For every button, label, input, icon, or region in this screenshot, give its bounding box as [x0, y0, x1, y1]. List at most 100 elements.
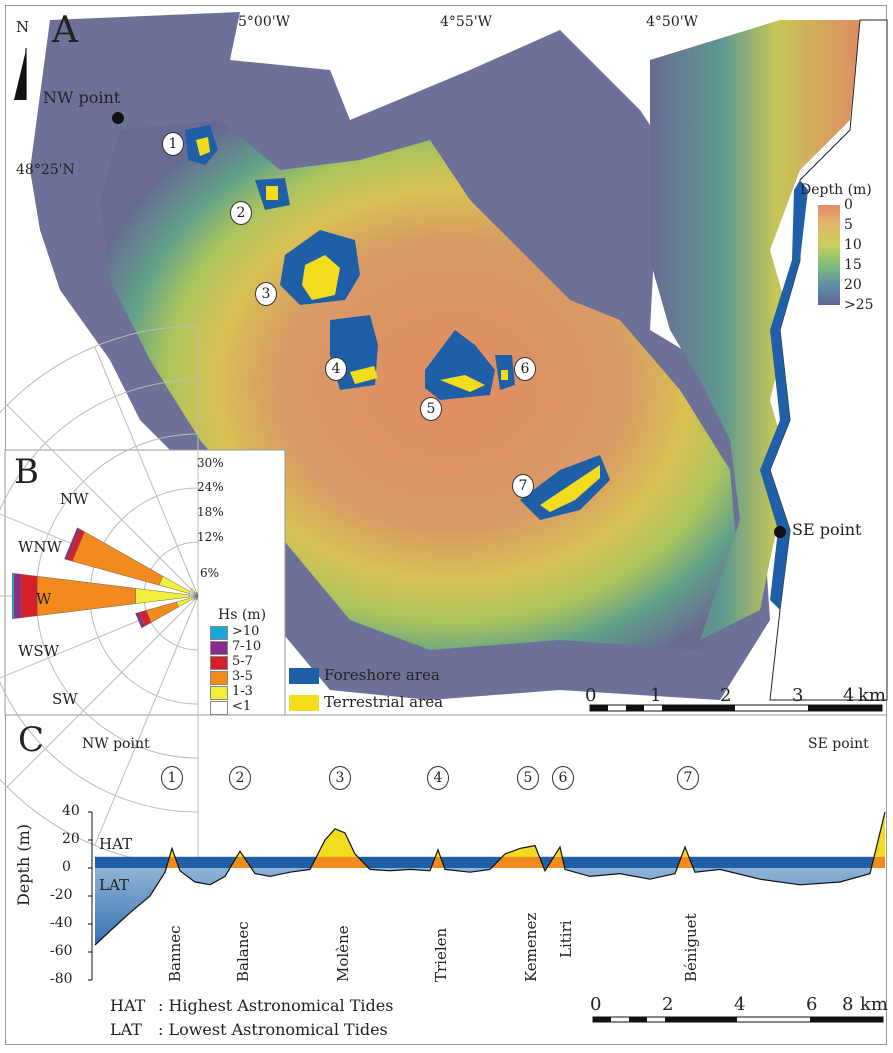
- profile-island-badge-6: 6: [552, 766, 574, 790]
- profile-island-badge-1: 1: [161, 766, 183, 790]
- lat-label: 48°25'N: [16, 162, 75, 178]
- hs-swatch-2: [210, 656, 228, 670]
- profile-scale-tick-1: 2: [662, 994, 674, 1015]
- island-badge-3: 3: [255, 282, 277, 306]
- profile-ylabel: Depth (m): [14, 823, 33, 906]
- hat-label: HAT: [99, 835, 133, 853]
- islands-layer: [185, 125, 610, 520]
- rose-bar: [189, 587, 196, 594]
- island-badge-6: 6: [514, 357, 536, 381]
- island-badge-4: 4: [325, 357, 347, 381]
- dir-nw: NW: [60, 490, 89, 508]
- profile-scale-tick-2: 4: [734, 994, 746, 1015]
- profile-island-name-4: Trielen: [432, 927, 450, 982]
- lat-legend-text: : Lowest Astronomical Tides: [158, 1020, 388, 1039]
- island-7-terrestrial: [540, 465, 600, 512]
- tidal-band: [95, 856, 885, 868]
- lat-label-profile: LAT: [99, 876, 129, 894]
- east-foreshore: [760, 180, 808, 610]
- rose-spoke: [6, 404, 199, 597]
- hs-swatch-1: [210, 641, 228, 655]
- bathymetry-shallow-zone: [100, 120, 740, 650]
- profile-island-name-5: Kemenez: [522, 912, 540, 982]
- hs-swatch-3: [210, 671, 228, 685]
- emerged-land: [95, 812, 885, 857]
- hs-swatch-4: [210, 686, 228, 700]
- lon-label-1: 5°00'W: [238, 14, 290, 30]
- rose-spoke: [94, 346, 199, 597]
- island-3-terrestrial: [302, 255, 340, 300]
- rose-bar: [195, 592, 198, 595]
- hs-legend-label-5: <1: [232, 699, 252, 714]
- rose-spoke: [94, 595, 199, 846]
- profile-ytick-label: -40: [50, 915, 73, 931]
- panel-a-letter: A: [52, 10, 78, 51]
- depth-profile-chart: [88, 811, 886, 1023]
- map-scale-unit: km: [858, 685, 886, 706]
- map-scale-3: 3: [792, 685, 804, 706]
- profile-scale-tick-3: 6: [806, 994, 818, 1015]
- hat-legend-text: : Highest Astronomical Tides: [158, 996, 394, 1015]
- dir-wsw: WSW: [18, 642, 60, 660]
- dir-wnw: WNW: [18, 538, 62, 556]
- profile-left-label: NW point: [82, 736, 150, 752]
- profile-scale-tick-4: 8: [842, 994, 854, 1015]
- profile-island-name-2: Balanec: [234, 921, 252, 982]
- rose-bar: [195, 597, 198, 600]
- ring-label-18: 18%: [197, 505, 224, 519]
- profile-ytick-label: 20: [62, 831, 80, 847]
- profile-island-name-7: Béniguet: [682, 913, 700, 982]
- north-label: N: [16, 18, 30, 36]
- profile-ytick-label: -20: [50, 887, 73, 903]
- profile-ytick-label: -80: [50, 971, 73, 987]
- profile-island-name-6: Litiri: [557, 920, 575, 958]
- lon-label-3: 4°50'W: [646, 14, 698, 30]
- seabed-line: [94, 811, 886, 946]
- map-scale-bar: [589, 704, 883, 712]
- profile-island-badge-7: 7: [677, 766, 699, 790]
- hs-legend-title: Hs (m): [218, 607, 267, 623]
- depth-tick-10: 10: [844, 237, 862, 253]
- foreshore-swatch: [289, 668, 319, 684]
- se-point-marker: [774, 526, 786, 538]
- ring-label-30: 30%: [197, 456, 224, 470]
- hs-swatch-5: [210, 701, 228, 715]
- rose-bar: [13, 573, 22, 619]
- panel-c-letter: C: [18, 720, 45, 760]
- profile-ytick-label: -60: [50, 943, 73, 959]
- rose-ring-30: [0, 325, 199, 867]
- rose-bar: [64, 527, 81, 560]
- island-4-terrestrial: [350, 366, 378, 384]
- hs-legend-label-0: >10: [232, 624, 260, 639]
- panel-b-letter: B: [14, 452, 39, 492]
- island-badge-5: 5: [420, 397, 442, 421]
- profile-island-badge-3: 3: [329, 766, 351, 790]
- island-badge-7: 7: [512, 474, 534, 498]
- profile-island-badge-5: 5: [517, 766, 539, 790]
- se-point-label: SE point: [792, 520, 862, 539]
- map-scale-0: 0: [585, 685, 597, 706]
- map-scale-2: 2: [720, 685, 732, 706]
- map-scale-1: 1: [650, 685, 662, 706]
- island-1-terrestrial: [196, 137, 210, 156]
- profile-scale-unit: km: [860, 994, 888, 1015]
- profile-island-badge-4: 4: [427, 766, 449, 790]
- island-badge-1: 1: [162, 132, 184, 156]
- hs-legend-label-3: 3-5: [232, 669, 253, 684]
- hs-legend-label-4: 1-3: [232, 684, 253, 699]
- profile-island-name-3: Molène: [334, 925, 352, 982]
- depth-tick-20: 20: [844, 277, 862, 293]
- profile-ytick-label: 40: [62, 803, 80, 819]
- lon-label-2: 4°55'W: [440, 14, 492, 30]
- island-badge-2: 2: [230, 201, 252, 225]
- depth-legend-title: Depth (m): [800, 182, 872, 198]
- hs-legend-label-2: 5-7: [232, 654, 253, 669]
- foreshore-legend-label: Foreshore area: [324, 666, 440, 684]
- rose-bar: [20, 574, 38, 618]
- lat-legend-abbr: LAT: [110, 1020, 142, 1039]
- hs-swatch-0: [210, 626, 228, 640]
- wind-rose-chart: [0, 325, 199, 867]
- map-scale-4: 4: [843, 685, 855, 706]
- rose-ring-24: [0, 379, 199, 813]
